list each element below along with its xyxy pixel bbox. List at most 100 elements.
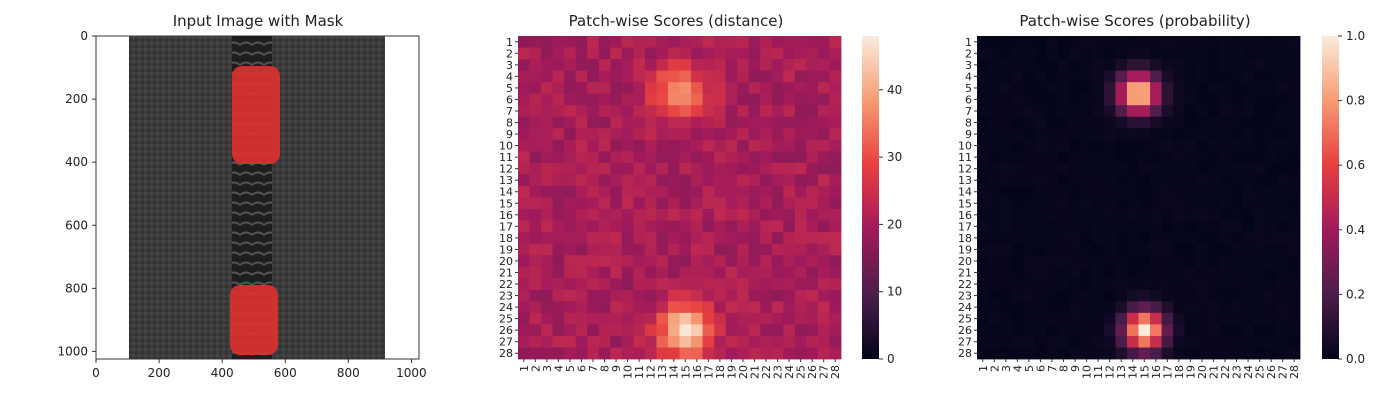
heatmap-cell — [1080, 185, 1093, 198]
heatmap-cell — [1265, 324, 1278, 337]
heatmap-cell — [977, 301, 989, 314]
heatmap-cell — [1000, 347, 1013, 360]
heatmap-cell — [518, 116, 530, 129]
heatmap-cell — [1034, 116, 1047, 129]
heatmap-cell — [1161, 266, 1174, 279]
heatmap-cell — [667, 209, 680, 221]
heatmap-cell — [1011, 47, 1024, 60]
heatmap-cell — [1069, 197, 1082, 210]
heatmap-cell — [1011, 185, 1024, 198]
heatmap-y-tick-label: 25 — [958, 313, 972, 326]
heatmap-cell — [529, 93, 542, 106]
heatmap-cell — [621, 128, 634, 141]
heatmap-x-tick-label: 21 — [748, 365, 761, 379]
colorbar-tick-label: 0.8 — [1346, 94, 1365, 108]
heatmap-cell — [1265, 185, 1278, 198]
heatmap-y-tick-label: 21 — [499, 266, 513, 279]
heatmap-cell — [988, 47, 1001, 60]
heatmap-cell — [725, 232, 738, 245]
heatmap-cell — [714, 324, 727, 337]
heatmap-cell — [552, 116, 565, 129]
heatmap-cell — [552, 232, 565, 245]
heatmap-cell — [1069, 116, 1082, 129]
heatmap-cell — [1057, 335, 1070, 348]
heatmap-cell — [1173, 243, 1186, 256]
heatmap-cell — [644, 347, 657, 360]
probability-colorbar-ticks: 0.00.20.40.60.81.0 — [1338, 29, 1365, 366]
heatmap-cell — [1126, 232, 1139, 245]
heatmap-cell — [1011, 266, 1024, 279]
heatmap-cell — [621, 289, 634, 302]
heatmap-cell — [1046, 59, 1059, 72]
heatmap-cell — [1023, 174, 1036, 187]
heatmap-cell — [1138, 266, 1151, 279]
heatmap-cell — [1103, 185, 1116, 198]
heatmap-cell — [1265, 266, 1278, 279]
heatmap-cell — [1046, 105, 1059, 118]
heatmap-cell — [564, 312, 577, 325]
heatmap-x-tick-label: 7 — [1046, 365, 1059, 372]
heatmap-cell — [829, 209, 842, 221]
heatmap-cell — [575, 128, 588, 141]
heatmap-cell — [1034, 151, 1047, 164]
heatmap-cell — [1069, 70, 1082, 83]
heatmap-cell — [667, 301, 680, 314]
heatmap-cell — [1057, 128, 1070, 141]
heatmap-cell — [541, 36, 554, 48]
heatmap-cell — [1196, 197, 1209, 210]
heatmap-cell — [1069, 82, 1082, 95]
heatmap-cell — [1265, 232, 1278, 245]
heatmap-cell — [748, 82, 761, 95]
heatmap-cell — [1265, 197, 1278, 210]
heatmap-y-tick-label: 15 — [499, 197, 513, 210]
heatmap-cell — [1161, 139, 1174, 152]
heatmap-cell — [1103, 82, 1116, 95]
heatmap-cell — [1161, 335, 1174, 348]
heatmap-cell — [1150, 324, 1162, 337]
heatmap-cell — [610, 301, 623, 314]
heatmap-cell — [633, 185, 646, 198]
heatmap-cell — [610, 266, 623, 279]
heatmap-cell — [748, 162, 761, 175]
heatmap-cell — [598, 243, 611, 256]
heatmap-cell — [679, 312, 692, 325]
heatmap-cell — [1161, 36, 1174, 48]
heatmap-cell — [1034, 47, 1047, 60]
heatmap-cell — [587, 151, 600, 164]
heatmap-cell — [1092, 116, 1105, 129]
heatmap-cell — [748, 105, 761, 118]
heatmap-cell — [737, 116, 750, 129]
heatmap-cell — [691, 255, 703, 268]
heatmap-cell — [977, 36, 989, 48]
heatmap-cell — [748, 255, 761, 268]
heatmap-cell — [1023, 105, 1036, 118]
heatmap-cell — [988, 301, 1001, 314]
heatmap-cell — [1219, 335, 1232, 348]
heatmap-cell — [564, 162, 577, 175]
heatmap-cell — [1184, 185, 1197, 198]
heatmap-cell — [1069, 209, 1082, 221]
heatmap-cell — [1080, 93, 1093, 106]
heatmap-cell — [714, 36, 727, 48]
heatmap-cell — [552, 47, 565, 60]
heatmap-cell — [1138, 324, 1151, 337]
heatmap-cell — [598, 301, 611, 314]
heatmap-cell — [1103, 301, 1116, 314]
heatmap-cell — [817, 59, 830, 72]
heatmap-cell — [656, 335, 669, 348]
heatmap-cell — [1265, 174, 1278, 187]
heatmap-cell — [1034, 209, 1047, 221]
heatmap-cell — [621, 347, 634, 360]
heatmap-cell — [1126, 289, 1139, 302]
heatmap-cell — [977, 82, 989, 95]
heatmap-cell — [1230, 324, 1243, 337]
heatmap-x-tick-label: 28 — [829, 365, 842, 379]
heatmap-cell — [806, 220, 819, 233]
heatmap-cell — [783, 255, 796, 268]
heatmap-y-tick-label: 16 — [499, 209, 513, 222]
heatmap-cell — [621, 324, 634, 337]
heatmap-cell — [1242, 128, 1255, 141]
heatmap-cell — [1034, 347, 1047, 360]
heatmap-cell — [1069, 105, 1082, 118]
heatmap-cell — [1288, 255, 1301, 268]
